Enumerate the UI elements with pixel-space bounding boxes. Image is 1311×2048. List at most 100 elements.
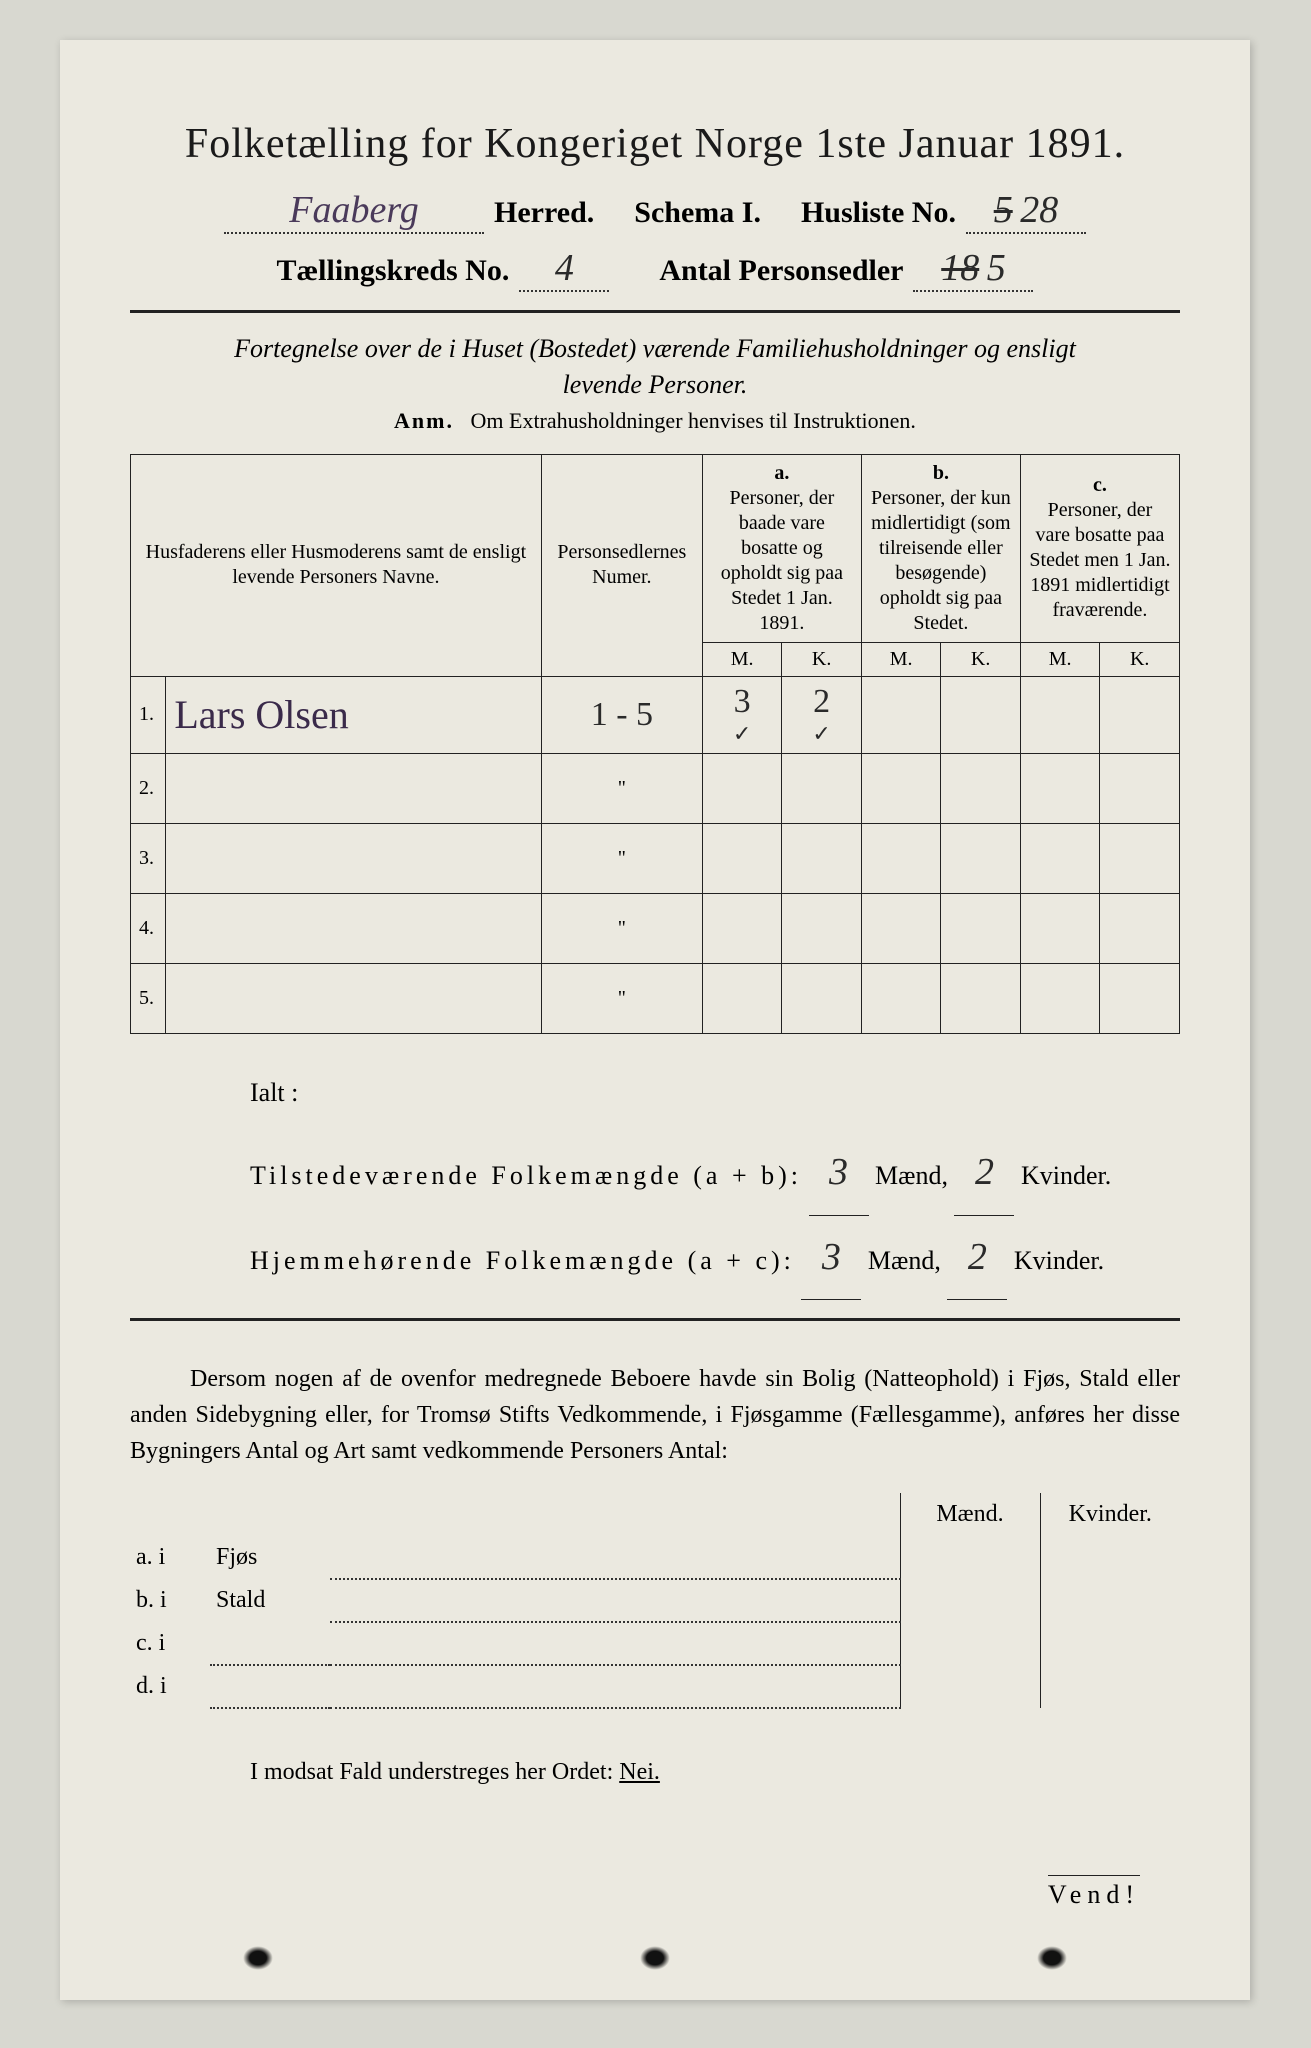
bygning-m — [900, 1536, 1040, 1579]
nei-text: Nei. — [619, 1759, 660, 1785]
col-a-label: a. — [774, 462, 789, 484]
row-ak — [782, 753, 862, 823]
bygning-dots — [330, 1579, 900, 1622]
row-bk — [941, 753, 1021, 823]
schema-label: Schema I. — [634, 196, 761, 230]
table-row: 4. " — [131, 893, 1180, 963]
herred-value: Faaberg — [289, 189, 418, 231]
fortegnelse-line2: levende Personer. — [563, 370, 748, 399]
col-numer: Personsedlernes Numer. — [541, 454, 702, 676]
row-numer: " — [541, 893, 702, 963]
husliste-field: 5 28 — [966, 188, 1086, 234]
table-row: 1. Lars Olsen 1 - 5 3✓ 2✓ — [131, 676, 1180, 753]
vend-label: Vend! — [1048, 1875, 1140, 1910]
maend-label-2: Mænd, — [868, 1246, 941, 1275]
row-cm — [1020, 753, 1100, 823]
row-bm — [861, 893, 941, 963]
ialt-heading: Ialt : — [250, 1064, 1180, 1121]
col-name-text: Husfaderens eller Husmoderens samt de en… — [146, 541, 526, 588]
c-m: M. — [1020, 642, 1100, 676]
hole-icon — [243, 1946, 273, 1970]
dersom-paragraph: Dersom nogen af de ovenfor medregnede Be… — [130, 1361, 1180, 1469]
hjemme-line: Hjemmehørende Folkemængde (a + c): 3 Mæn… — [250, 1216, 1180, 1301]
anm-line: Anm. Om Extrahusholdninger henvises til … — [130, 408, 1180, 434]
c-k: K. — [1100, 642, 1180, 676]
main-table: Husfaderens eller Husmoderens samt de en… — [130, 454, 1180, 1034]
modsat-text: I modsat Fald understreges her Ordet: — [250, 1759, 613, 1785]
kreds-label: Tællingskreds No. — [277, 254, 510, 288]
antal-field: 18 5 — [913, 246, 1033, 292]
bygning-lbl: b. i — [130, 1579, 210, 1622]
bygning-type: Fjøs — [210, 1536, 330, 1579]
kvinder-label-2: Kvinder. — [1014, 1246, 1104, 1275]
bygning-k — [1040, 1622, 1180, 1665]
husliste-value: 28 — [1020, 189, 1058, 231]
b-k: K. — [941, 642, 1021, 676]
col-c-head: c. Personer, der vare bosatte paa Stedet… — [1020, 454, 1179, 642]
herred-label: Herred. — [494, 196, 594, 230]
bygning-dots — [210, 1622, 900, 1665]
row-name — [166, 893, 541, 963]
kreds-value: 4 — [555, 247, 574, 289]
col-a-text: Personer, der baade vare bosatte og opho… — [721, 487, 843, 634]
antal-label: Antal Personsedler — [659, 254, 903, 288]
row-bm — [861, 963, 941, 1033]
row-am-tick: ✓ — [733, 721, 751, 746]
col-b-label: b. — [933, 462, 949, 484]
divider-1 — [130, 310, 1180, 313]
bygning-type: Stald — [210, 1579, 330, 1622]
bygning-kvinder-head: Kvinder. — [1040, 1493, 1180, 1536]
row-cm — [1020, 676, 1100, 753]
bygning-lbl: c. i — [130, 1622, 210, 1665]
hjemme-k: 2 — [947, 1216, 1007, 1301]
census-form-page: Folketælling for Kongeriget Norge 1ste J… — [60, 40, 1250, 2000]
row-numer: " — [541, 963, 702, 1033]
bygning-lbl: d. i — [130, 1665, 210, 1708]
row-name — [166, 823, 541, 893]
bygning-m — [900, 1665, 1040, 1708]
col-b-text: Personer, der kun midlertidigt (som tilr… — [871, 487, 1011, 634]
row-num: 1. — [131, 676, 166, 753]
row-am — [702, 823, 782, 893]
husliste-struck: 5 — [994, 189, 1013, 231]
row-bm — [861, 753, 941, 823]
dersom-text: Dersom nogen af de ovenfor medregnede Be… — [130, 1366, 1180, 1464]
row-ak — [782, 893, 862, 963]
bygning-table: Mænd. Kvinder. a. i Fjøs b. i Stald c. i… — [130, 1493, 1180, 1709]
row-name — [166, 963, 541, 1033]
row-cm — [1020, 893, 1100, 963]
bygning-k — [1040, 1579, 1180, 1622]
row-cm — [1020, 963, 1100, 1033]
divider-2 — [130, 1318, 1180, 1321]
col-a-head: a. Personer, der baade vare bosatte og o… — [702, 454, 861, 642]
b-m: M. — [861, 642, 941, 676]
col-numer-text: Personsedlernes Numer. — [557, 541, 686, 588]
bygning-row: a. i Fjøs — [130, 1536, 1180, 1579]
a-k: K. — [782, 642, 862, 676]
bygning-k — [1040, 1536, 1180, 1579]
kvinder-label: Kvinder. — [1021, 1161, 1111, 1190]
table-row: 2. " — [131, 753, 1180, 823]
bygning-row: c. i — [130, 1622, 1180, 1665]
hjemme-label: Hjemmehørende Folkemængde (a + c): — [250, 1246, 795, 1275]
col-c-text: Personer, der vare bosatte paa Stedet me… — [1029, 499, 1170, 621]
a-m: M. — [702, 642, 782, 676]
row-bk — [941, 963, 1021, 1033]
tilstede-line: Tilstedeværende Folkemængde (a + b): 3 M… — [250, 1131, 1180, 1216]
row-num: 4. — [131, 893, 166, 963]
row-ck — [1100, 676, 1180, 753]
row-bm — [861, 823, 941, 893]
fortegnelse-line1: Fortegnelse over de i Huset (Bostedet) v… — [234, 334, 1076, 363]
ialt-block: Ialt : Tilstedeværende Folkemængde (a + … — [250, 1064, 1180, 1300]
kreds-field: 4 — [519, 246, 609, 292]
bygning-m — [900, 1579, 1040, 1622]
maend-label: Mænd, — [875, 1161, 948, 1190]
row-num: 2. — [131, 753, 166, 823]
bygning-k — [1040, 1665, 1180, 1708]
row-bk — [941, 893, 1021, 963]
bygning-row: b. i Stald — [130, 1579, 1180, 1622]
row-am — [702, 963, 782, 1033]
row-num: 3. — [131, 823, 166, 893]
row-numer: " — [541, 823, 702, 893]
header-line-1: Faaberg Herred. Schema I. Husliste No. 5… — [130, 188, 1180, 234]
